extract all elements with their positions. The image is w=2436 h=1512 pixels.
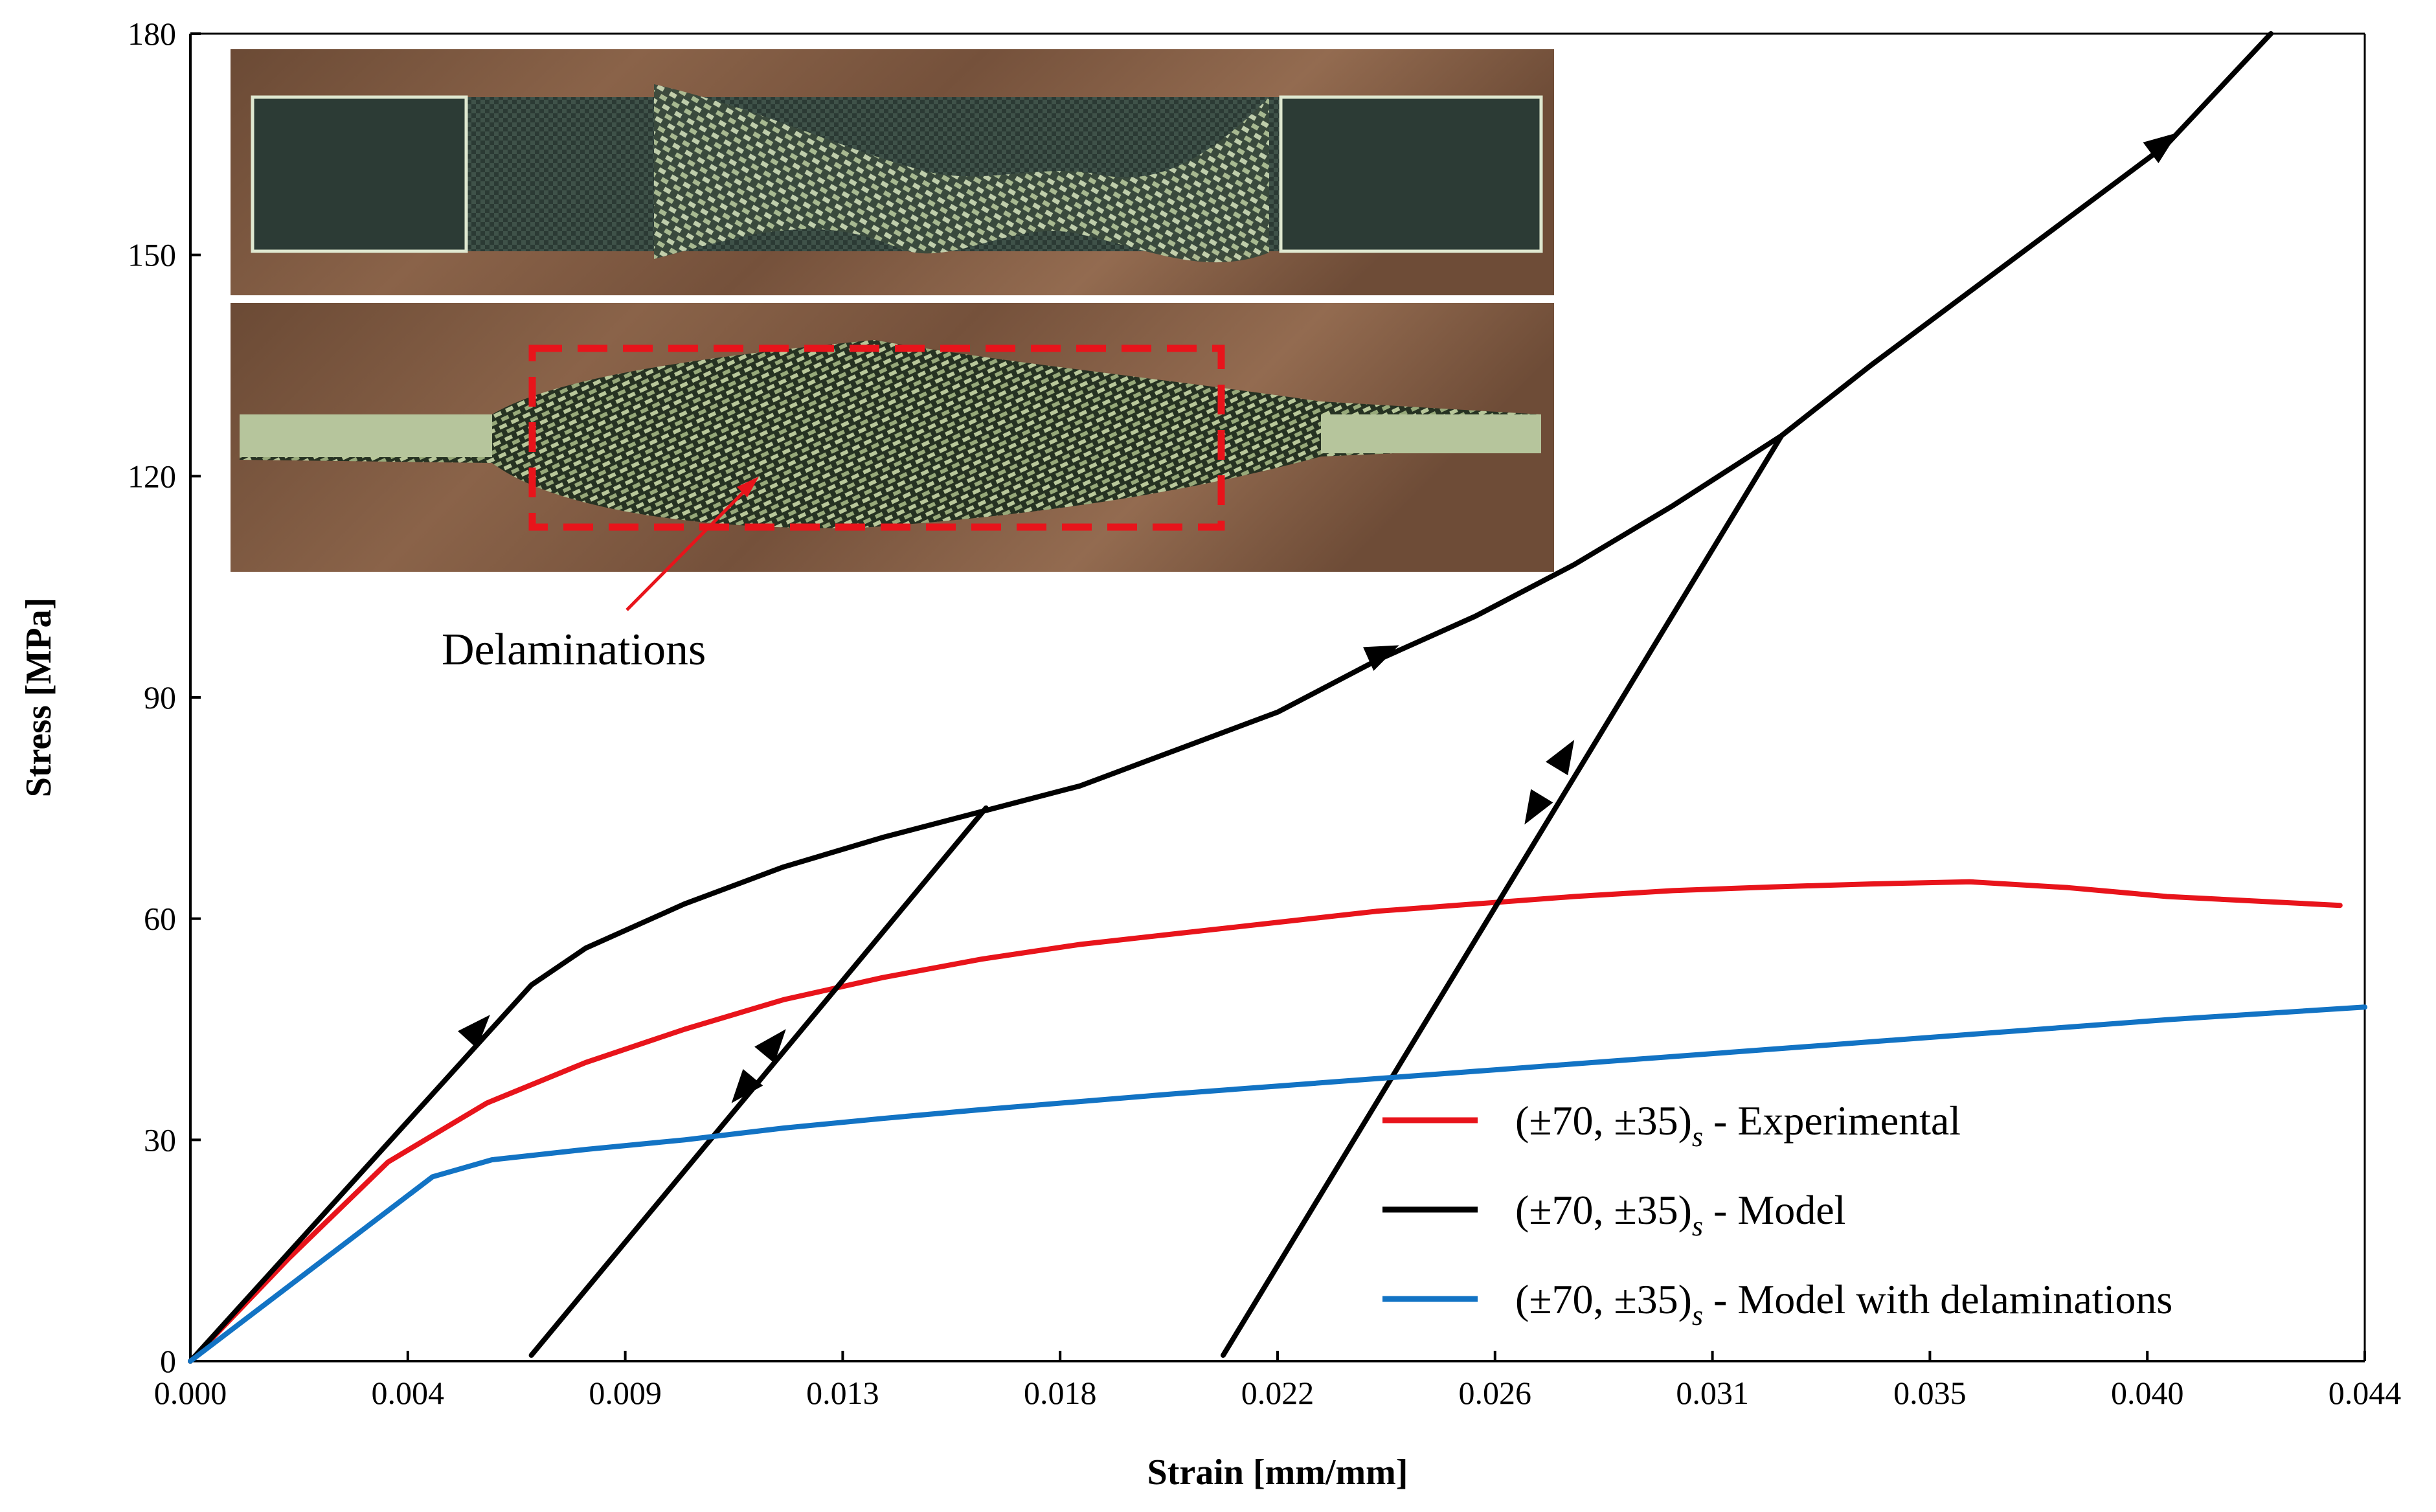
x-axis-ticks: 0.000 0.004 0.009 0.013 0.018 0.022 0.026 0.031…	[154, 1351, 2402, 1411]
specimen-photo-inset	[231, 49, 1554, 572]
series-line	[188, 31, 2273, 1364]
x-tick-label: 0.031	[1676, 1375, 1749, 1411]
axes: 0.000 0.004 0.009 0.013 0.018 0.022 0.026 0.031…	[19, 16, 2401, 1493]
direction-arrow	[754, 1029, 786, 1064]
unload-reload-line	[528, 805, 989, 1358]
annotation-arrow-line	[626, 483, 752, 611]
series-line	[188, 1004, 2367, 1364]
legend-entry: (±70, ±35)s - Model	[1382, 1187, 1845, 1242]
y-tick-label: 180	[128, 16, 176, 52]
legend-label: (±70, ±35)s - Model with delaminations	[1515, 1276, 2172, 1331]
x-tick-label: 0.009	[589, 1375, 662, 1411]
unload-reload-line	[1221, 433, 1785, 1358]
delaminations-annotation: Delaminations	[442, 477, 759, 675]
legend: (±70, ±35)s - Experimental (±70, ±35)s - …	[1382, 1098, 2172, 1331]
direction-arrow	[458, 1015, 490, 1049]
legend-label: (±70, ±35)s - Experimental	[1515, 1098, 1961, 1153]
x-tick-label: 0.044	[2329, 1375, 2402, 1411]
annotation-label: Delaminations	[442, 625, 706, 675]
y-tick-label: 30	[144, 1122, 176, 1158]
series-2	[188, 31, 2273, 1364]
x-tick-label: 0.035	[1893, 1375, 1967, 1411]
series-layer	[188, 31, 2367, 1364]
x-tick-label: 0.004	[372, 1375, 445, 1411]
x-tick-label: 0.040	[2111, 1375, 2184, 1411]
series-3	[188, 1004, 2367, 1364]
y-tick-label: 90	[144, 679, 176, 716]
direction-arrow	[2143, 132, 2178, 163]
legend-entry: (±70, ±35)s - Experimental	[1382, 1098, 1961, 1153]
x-tick-label: 0.013	[806, 1375, 879, 1411]
legend-entry: (±70, ±35)s - Model with delaminations	[1382, 1276, 2172, 1331]
y-tick-label: 60	[144, 901, 176, 937]
y-tick-label: 0	[160, 1343, 176, 1379]
x-tick-label: 0.000	[154, 1375, 227, 1411]
series-line	[188, 879, 2343, 1364]
direction-arrow	[1546, 739, 1575, 776]
delamination-highlight-box	[528, 344, 1225, 531]
annotation-arrowhead	[737, 477, 759, 497]
y-axis-ticks: 0 30 60 90 120 150 180	[128, 16, 201, 1379]
legend-label: (±70, ±35)s - Model	[1515, 1187, 1845, 1242]
y-tick-label: 120	[128, 458, 176, 494]
specimen-photo-top	[231, 49, 1554, 295]
series-1	[188, 879, 2343, 1364]
x-tick-label: 0.026	[1459, 1375, 1532, 1411]
x-tick-label: 0.022	[1241, 1375, 1314, 1411]
y-axis-title: Stress [MPa]	[19, 598, 59, 797]
direction-arrow	[731, 1068, 763, 1103]
x-tick-label: 0.018	[1024, 1375, 1097, 1411]
direction-arrow	[1524, 789, 1553, 825]
y-tick-label: 150	[128, 237, 176, 273]
direction-arrow	[1363, 645, 1399, 671]
specimen-photo-bottom	[231, 303, 1554, 572]
x-axis-title: Strain [mm/mm]	[1147, 1452, 1408, 1493]
